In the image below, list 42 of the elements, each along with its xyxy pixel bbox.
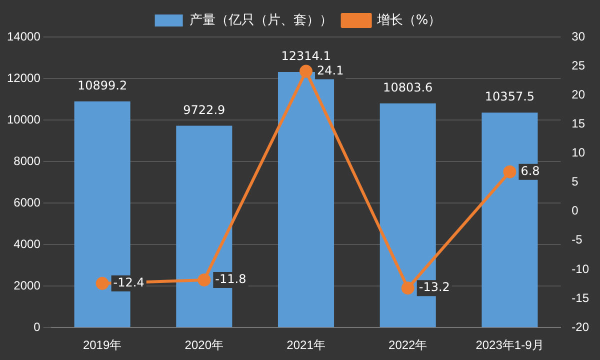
y2-tick-label: 30 [572, 29, 586, 44]
point [300, 64, 313, 78]
data-label: 10357.5 [484, 90, 535, 104]
y-tick-label: 8000 [14, 154, 41, 168]
legend-label: 产量（亿只（片、套）） [189, 12, 332, 28]
y-tick-label: 10000 [6, 112, 41, 126]
y2-tick-label: 5 [572, 174, 579, 189]
y2-tick-label: -10 [572, 262, 590, 276]
y2-tick-label: 10 [572, 146, 586, 160]
y-tick-label: 2000 [14, 278, 41, 292]
point [198, 273, 211, 286]
y2-tick-label: 20 [572, 87, 586, 102]
data-label: 9722.9 [183, 102, 226, 117]
y-tick-label: 12000 [6, 70, 41, 85]
x-tick-label: 2021年 [286, 338, 326, 352]
data-label: -11.8 [215, 272, 246, 286]
data-label: 10899.2 [77, 78, 128, 92]
y-tick-label: 14000 [6, 29, 41, 44]
y-tick-label: 0 [34, 320, 41, 334]
y2-tick-label: 25 [572, 58, 586, 72]
y2-tick-label: 15 [572, 116, 586, 130]
y2-tick-label: -15 [572, 290, 590, 305]
y2-tick-label: 0 [572, 204, 579, 218]
data-label: -13.2 [418, 280, 450, 294]
data-label: 12314.1 [281, 49, 331, 64]
y2-tick-label: -20 [572, 320, 590, 334]
y-tick-label: 4000 [14, 236, 41, 251]
data-label: 10803.6 [383, 80, 433, 94]
x-tick-label: 2023年1-9月 [476, 338, 544, 352]
legend-label: 增长（%） [376, 12, 442, 28]
point [96, 276, 109, 290]
y-tick-label: 6000 [14, 195, 41, 210]
data-label: -12.4 [113, 276, 144, 290]
point [401, 282, 414, 295]
y2-tick-label: -5 [572, 232, 583, 247]
x-tick-label: 2022年 [388, 338, 428, 352]
data-label: 24.1 [317, 63, 344, 78]
x-tick-label: 2020年 [184, 338, 224, 352]
x-tick-label: 2019年 [82, 338, 122, 352]
data-label: 6.8 [520, 164, 540, 178]
bar [482, 112, 538, 328]
point [503, 165, 516, 178]
